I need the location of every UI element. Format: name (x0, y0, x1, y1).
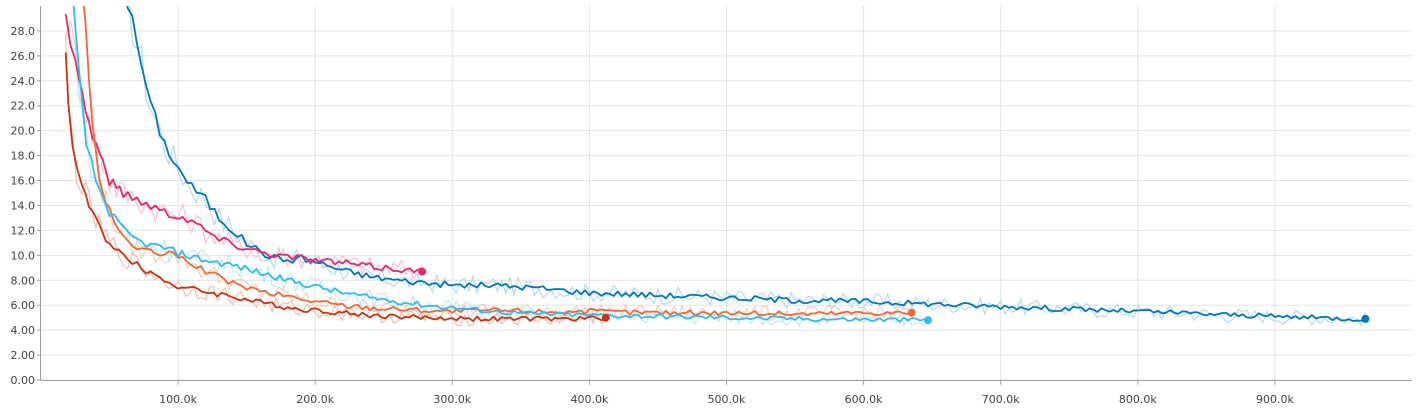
raw-series-line (65, 33, 607, 327)
y-tick-label: 18.0 (11, 150, 36, 163)
smoothed-series-line (64, 52, 606, 322)
y-tick-label: 22.0 (11, 100, 36, 113)
series-endpoint-dot (601, 313, 610, 322)
y-tick-label: 24.0 (11, 75, 36, 88)
smoothed-series-line (64, 13, 423, 274)
smoothed-series-line (72, 6, 929, 323)
y-tick-label: 8.00 (11, 274, 36, 287)
smoothed-series-line (126, 6, 1366, 322)
series-endpoints (418, 267, 1370, 325)
smoothed-series (64, 6, 1366, 323)
y-tick-label: 28.0 (11, 25, 36, 38)
x-tick-label: 400.0k (570, 393, 608, 406)
x-tick-label: 700.0k (982, 393, 1020, 406)
y-tick-label: 6.00 (11, 299, 36, 312)
y-tick-label: 20.0 (11, 125, 36, 138)
raw-series (65, 6, 1366, 329)
series-endpoint-dot (418, 267, 427, 276)
x-tick-label: 800.0k (1119, 393, 1157, 406)
raw-series-line (73, 6, 929, 329)
series-endpoint-dot (907, 308, 916, 317)
y-tick-label: 0.00 (11, 374, 36, 387)
axes (37, 6, 1412, 385)
raw-series-line (129, 6, 1366, 327)
y-tick-label: 12.0 (11, 224, 36, 237)
x-tick-label: 100.0k (159, 393, 197, 406)
y-tick-label: 16.0 (11, 175, 36, 188)
raw-series-line (65, 20, 423, 280)
x-tick-label: 200.0k (296, 393, 334, 406)
series-endpoint-dot (924, 316, 933, 325)
y-tick-label: 14.0 (11, 199, 36, 212)
x-tick-label: 600.0k (845, 393, 883, 406)
series-endpoint-dot (1361, 314, 1370, 323)
tick-labels: 0.00 2.00 4.00 6.00 8.00 10.0 12.0 14.0 16.0 18.0… (11, 25, 1295, 406)
y-tick-label: 26.0 (11, 50, 36, 63)
x-tick-label: 500.0k (708, 393, 746, 406)
y-tick-label: 2.00 (11, 349, 36, 362)
x-tick-label: 300.0k (433, 393, 471, 406)
y-tick-label: 4.00 (11, 324, 36, 337)
grid-lines (41, 6, 1412, 381)
raw-series-line (83, 6, 913, 323)
y-tick-label: 10.0 (11, 249, 36, 262)
x-tick-label: 900.0k (1256, 393, 1294, 406)
smoothed-series-line (83, 6, 912, 317)
